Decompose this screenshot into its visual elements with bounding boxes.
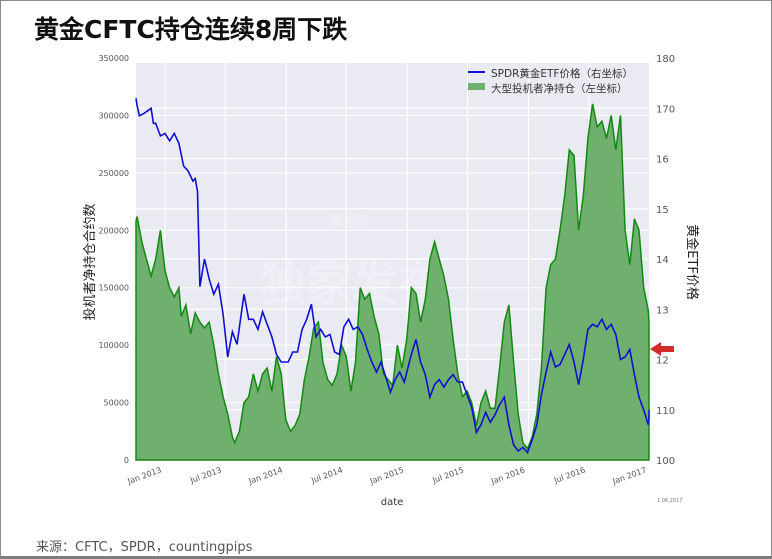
legend-etf-label: SPDR黄金ETF价格（右坐标） [491,67,633,80]
left-axis-ticks: 0 50000 100000 150000 200000 250000 300000 3500… [98,54,129,465]
svg-text:15: 15 [656,205,669,216]
svg-text:110: 110 [656,406,675,417]
etf-price-line [135,98,650,455]
legend-etf-swatch [468,71,485,73]
svg-text:Jan 2014: Jan 2014 [247,465,284,486]
svg-text:170: 170 [656,104,675,115]
x-axis-label: date [381,497,404,508]
svg-text:12: 12 [656,356,669,367]
watermark-top-text: 黄金网 [330,214,369,230]
legend-position-swatch [468,83,485,90]
svg-text:300000: 300000 [98,111,129,120]
svg-text:Jan 2013: Jan 2013 [126,465,163,486]
svg-text:100000: 100000 [98,341,129,350]
svg-text:Jul 2015: Jul 2015 [430,465,465,485]
svg-text:180: 180 [656,54,675,65]
svg-text:14: 14 [656,255,669,266]
svg-text:Jan 2016: Jan 2016 [489,465,526,486]
svg-text:16: 16 [656,155,669,166]
svg-text:Jan 2015: Jan 2015 [368,465,405,486]
right-axis-label: 黄金ETF价格 [684,224,700,300]
svg-text:Jul 2013: Jul 2013 [188,465,223,485]
svg-text:0: 0 [124,456,129,465]
svg-text:Jul 2016: Jul 2016 [552,465,587,485]
source-note: 来源：CFTC，SPDR，countingpips [36,540,253,555]
svg-text:350000: 350000 [98,54,129,63]
left-axis-label: 投机者净持仓合约数 [82,203,98,320]
svg-text:150000: 150000 [98,284,129,293]
svg-text:100: 100 [656,456,675,467]
red-arrow-icon [650,342,674,356]
svg-text:Jan 2017: Jan 2017 [611,465,648,486]
x-axis-ticks: Jan 2013 Jul 2013 Jan 2014 Jul 2014 Jan 2015… [126,465,648,486]
svg-text:Jul 2014: Jul 2014 [309,465,344,485]
svg-text:200000: 200000 [98,226,129,235]
legend-position-label: 大型投机者净持仓（左坐标） [491,82,628,95]
date-stamp: 1.06.2017 [657,498,683,504]
chart-title: 黄金CFTC持仓连续8周下跌 [34,15,348,44]
legend: SPDR黄金ETF价格（右坐标） 大型投机者净持仓（左坐标） [468,67,633,95]
svg-text:250000: 250000 [98,169,129,178]
frame-bottom-border [0,556,772,559]
right-axis-ticks: 100 110 12 13 14 15 16 170 180 [656,54,675,467]
svg-text:13: 13 [656,305,669,316]
svg-text:50000: 50000 [104,399,129,408]
